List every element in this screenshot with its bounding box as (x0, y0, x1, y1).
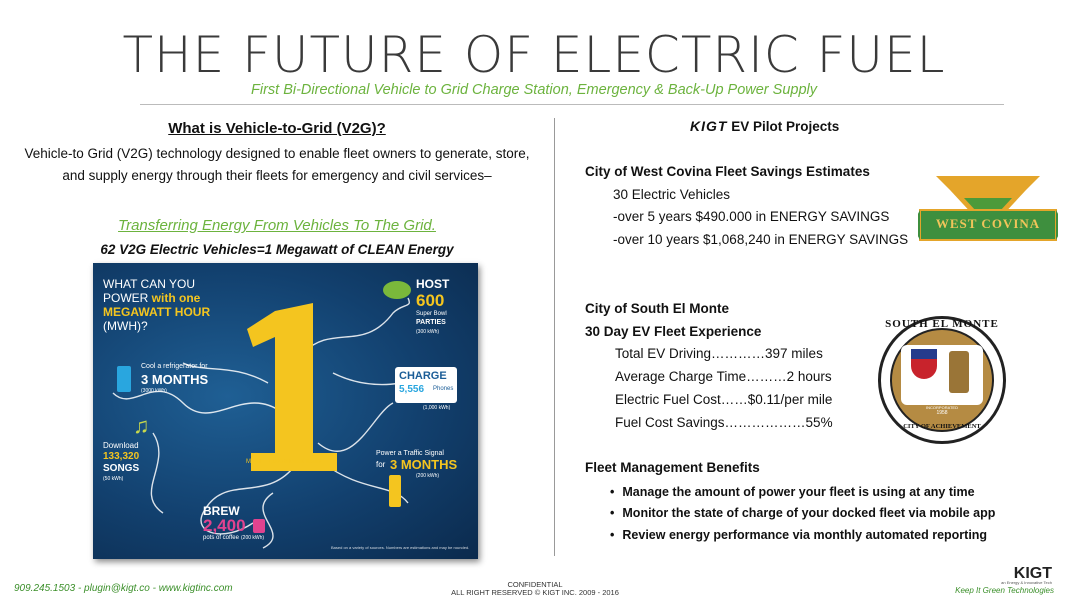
fleet-benefits-title: Fleet Management Benefits (585, 460, 760, 475)
traffic-caption: Power a Traffic Signal (376, 450, 444, 457)
host-label: HOST (416, 277, 450, 291)
v2g-heading: What is Vehicle-to-Grid (V2G)? (168, 120, 386, 137)
sem-stat-line: Electric Fuel Cost……$0.11/per mile (615, 392, 833, 407)
footer-tagline: Keep It Green Technologies (955, 586, 1054, 595)
songs-value: 133,320 (103, 451, 140, 462)
charge-sub: Phones (433, 386, 454, 392)
download-label: Download (103, 441, 139, 450)
host-sub: PARTIES (416, 319, 446, 326)
traffic-light-icon (389, 475, 401, 507)
fridge-value: 3 MONTHS (141, 372, 209, 387)
page-title: THE FUTURE OF ELECTRIC FUEL (122, 26, 946, 84)
fridge-caption: Cool a refrigerator for (141, 363, 208, 370)
west-covina-logo (918, 176, 1058, 241)
question-line: POWER with one (103, 291, 201, 305)
sem-stat-line: Average Charge Time………2 hours (615, 369, 832, 384)
traffic-value: 3 MONTHS (390, 457, 458, 472)
sem-stat-line: Fuel Cost Savings………………55% (615, 415, 833, 430)
west-covina-logo-text: WEST COVINA (935, 216, 1041, 231)
seal-year: 1958 (936, 410, 948, 416)
benefit-item: Manage the amount of power your fleet is… (610, 485, 974, 499)
host-value: 600 (416, 291, 445, 310)
header-rule (140, 104, 1004, 105)
megawatt-caption: 62 V2G Electric Vehicles=1 Megawatt of C… (100, 242, 454, 257)
charge-value: 5,556 (399, 384, 425, 395)
mwh-caption: MWH = 1,000 kilowatt hours (246, 459, 322, 465)
west-covina-line: -over 10 years $1,068,240 in ENERGY SAVI… (613, 232, 909, 247)
seal-bottom-text: CITY OF ACHIEVEMENT (903, 423, 981, 430)
traffic-unit: (200 kWh) (416, 473, 440, 479)
west-covina-line: -over 5 years $490.000 in ENERGY SAVINGS (613, 209, 890, 224)
brew-value: 2,400 (203, 516, 246, 535)
songs-unit: (50 kWh) (103, 476, 124, 482)
v2g-description-line: Vehicle-to Grid (V2G) technology designe… (24, 146, 530, 161)
traffic-caption: for (376, 460, 386, 469)
footer-kigt-logo: KIGT (1013, 565, 1052, 582)
fridge-unit: (3000 kWh) (141, 388, 167, 394)
south-el-monte-title: City of South El Monte (585, 301, 729, 316)
south-el-monte-subtitle: 30 Day EV Fleet Experience (585, 324, 762, 339)
benefit-item: Monitor the state of charge of your dock… (610, 506, 995, 520)
charge-unit: (1,000 kWh) (423, 405, 451, 411)
v2g-description-line: and supply energy through their fleets f… (62, 168, 492, 183)
megawatt-infographic: MWH = 1,000 kilowatt hours WHAT CAN YOU … (93, 263, 478, 559)
footer-contact: 909.245.1503 - plugin@kigt.co - www.kigt… (14, 583, 233, 594)
footer-logo-tag: an Energy & Innovative Tech (1001, 580, 1052, 585)
infographic-footnote: Based on a variety of sources. Numbers a… (331, 545, 470, 550)
question-line: (MWH)? (103, 319, 148, 333)
brew-sub: pots of coffee (203, 535, 239, 541)
cord-lines (112, 297, 434, 549)
refrigerator-icon (117, 366, 131, 392)
west-covina-line: 30 Electric Vehicles (613, 187, 731, 202)
kigt-logo: KIGT (690, 118, 728, 134)
benefit-item: Review energy performance via monthly au… (610, 528, 987, 542)
pilot-projects-heading: KIGT EV Pilot Projects (690, 118, 840, 134)
brew-unit: (200 kWh) (241, 535, 265, 541)
seal-top-text: SOUTH EL MONTE (885, 318, 999, 330)
sem-stat-line: Total EV Driving…………397 miles (615, 346, 823, 361)
transfer-heading: Transferring Energy From Vehicles To The… (118, 217, 436, 234)
seal-incorporated: INCORPORATED (926, 405, 958, 410)
confidential-label: CONFIDENTIAL (507, 580, 563, 589)
coffee-pot-icon (253, 519, 265, 533)
phone-icon (395, 367, 457, 403)
charge-label: CHARGE (399, 370, 447, 382)
songs-label: SONGS (103, 463, 140, 474)
trophy-icon (949, 351, 969, 393)
copyright-label: ALL RIGHT RESERVED © KIGT INC. 2009 - 20… (451, 588, 619, 597)
west-covina-title: City of West Covina Fleet Savings Estima… (585, 164, 870, 179)
host-sub: Super Bowl (416, 311, 447, 317)
footer-confidential: CONFIDENTIAL ALL RIGHT RESERVED © KIGT I… (380, 581, 690, 597)
column-divider (554, 118, 555, 556)
music-note-icon: ♫ (133, 413, 150, 438)
brew-label: BREW (203, 504, 240, 518)
page-subtitle: First Bi-Directional Vehicle to Grid Cha… (251, 82, 817, 98)
question-line: WHAT CAN YOU (103, 277, 196, 291)
question-line: MEGAWATT HOUR (103, 305, 211, 319)
south-el-monte-seal: SOUTH EL MONTE CITY OF ACHIEVEMENT INCOR… (878, 316, 1006, 444)
football-icon (383, 281, 411, 299)
host-unit: (300 kWh) (416, 329, 440, 335)
number-one-graphic (247, 303, 337, 471)
